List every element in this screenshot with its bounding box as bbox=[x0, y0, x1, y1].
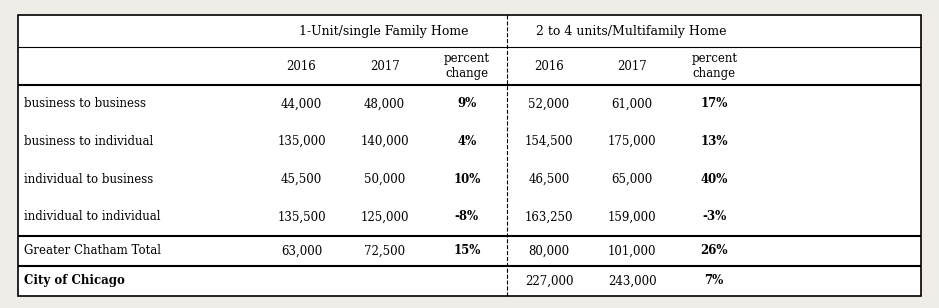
Text: 13%: 13% bbox=[700, 135, 728, 148]
Text: 9%: 9% bbox=[457, 97, 476, 110]
Text: 26%: 26% bbox=[700, 244, 728, 257]
Text: -3%: -3% bbox=[702, 210, 727, 223]
Text: business to business: business to business bbox=[24, 97, 146, 110]
Text: percent
change: percent change bbox=[691, 52, 737, 80]
Text: percent
change: percent change bbox=[444, 52, 490, 80]
Text: 40%: 40% bbox=[700, 173, 728, 186]
Text: 175,000: 175,000 bbox=[608, 135, 656, 148]
Text: 2 to 4 units/Multifamily Home: 2 to 4 units/Multifamily Home bbox=[536, 25, 727, 38]
Text: 1-Unit/single Family Home: 1-Unit/single Family Home bbox=[299, 25, 469, 38]
Text: City of Chicago: City of Chicago bbox=[24, 274, 125, 287]
Text: 45,500: 45,500 bbox=[281, 173, 322, 186]
Text: Greater Chatham Total: Greater Chatham Total bbox=[24, 244, 161, 257]
Text: individual to business: individual to business bbox=[24, 173, 153, 186]
Text: business to individual: business to individual bbox=[24, 135, 153, 148]
Text: 72,500: 72,500 bbox=[364, 244, 406, 257]
Text: 227,000: 227,000 bbox=[525, 274, 573, 287]
Text: 135,000: 135,000 bbox=[277, 135, 326, 148]
Text: 46,500: 46,500 bbox=[529, 173, 570, 186]
Text: 154,500: 154,500 bbox=[525, 135, 574, 148]
Text: 52,000: 52,000 bbox=[529, 97, 570, 110]
Text: 2017: 2017 bbox=[617, 60, 647, 73]
Text: 61,000: 61,000 bbox=[611, 97, 653, 110]
Text: 159,000: 159,000 bbox=[608, 210, 656, 223]
Text: 125,000: 125,000 bbox=[361, 210, 408, 223]
Text: individual to individual: individual to individual bbox=[24, 210, 161, 223]
Text: 10%: 10% bbox=[454, 173, 481, 186]
Text: 7%: 7% bbox=[704, 274, 724, 287]
Text: 101,000: 101,000 bbox=[608, 244, 656, 257]
Text: 2016: 2016 bbox=[286, 60, 316, 73]
Text: 17%: 17% bbox=[700, 97, 728, 110]
Text: 2016: 2016 bbox=[534, 60, 563, 73]
Text: 48,000: 48,000 bbox=[364, 97, 406, 110]
Text: 50,000: 50,000 bbox=[364, 173, 406, 186]
Text: -8%: -8% bbox=[454, 210, 479, 223]
Text: 80,000: 80,000 bbox=[529, 244, 570, 257]
Text: 163,250: 163,250 bbox=[525, 210, 573, 223]
Text: 44,000: 44,000 bbox=[281, 97, 322, 110]
Text: 15%: 15% bbox=[454, 244, 481, 257]
Text: 135,500: 135,500 bbox=[277, 210, 326, 223]
Text: 4%: 4% bbox=[457, 135, 476, 148]
Text: 63,000: 63,000 bbox=[281, 244, 322, 257]
Text: 140,000: 140,000 bbox=[361, 135, 408, 148]
Text: 243,000: 243,000 bbox=[608, 274, 656, 287]
Text: 2017: 2017 bbox=[370, 60, 399, 73]
Text: 65,000: 65,000 bbox=[611, 173, 653, 186]
